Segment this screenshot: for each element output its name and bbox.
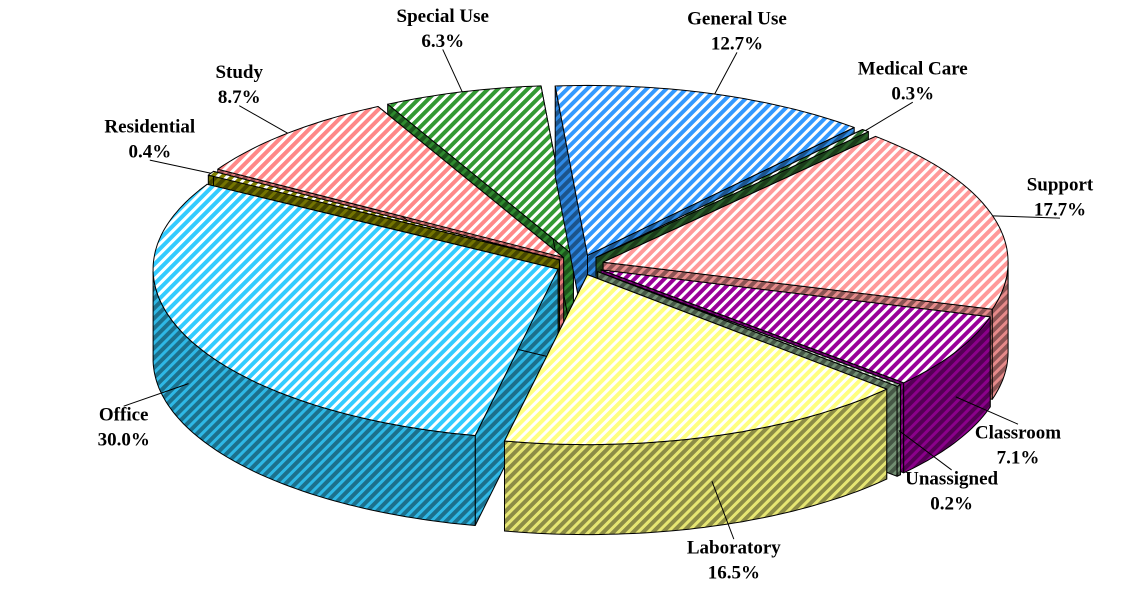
leader-line xyxy=(865,101,914,132)
slice-name: Support xyxy=(1027,174,1094,195)
slice-name: Special Use xyxy=(397,6,489,27)
slice xyxy=(602,135,1009,310)
slice xyxy=(595,129,869,258)
slice-value-label: 30.0% xyxy=(98,430,150,451)
leader-line xyxy=(898,430,952,471)
slice-side xyxy=(896,384,901,477)
slice-name: General Use xyxy=(687,9,787,30)
leader-line xyxy=(149,159,212,174)
slice-name: Laboratory xyxy=(687,537,781,558)
slice-name: Study xyxy=(215,62,263,83)
slice-name: Office xyxy=(99,405,149,426)
slice-name: Residential xyxy=(104,116,195,137)
leader-line xyxy=(238,105,288,134)
slice-value-label: 16.5% xyxy=(708,562,760,583)
slice xyxy=(600,269,991,384)
slice-name: Unassigned xyxy=(905,468,998,489)
slice xyxy=(152,183,559,436)
slice xyxy=(504,274,888,446)
slice-value-label: 0.2% xyxy=(930,493,973,514)
slice xyxy=(597,271,901,387)
slice-name: Classroom xyxy=(975,423,1061,444)
slice-value-label: 17.7% xyxy=(1034,199,1086,220)
leader-line xyxy=(992,215,1061,219)
slice-value-label: 12.7% xyxy=(711,34,763,55)
slice-name: Medical Care xyxy=(858,58,968,79)
slice-value-label: 6.3% xyxy=(421,31,464,52)
slice-value-label: 7.1% xyxy=(997,448,1040,469)
leader-line xyxy=(123,383,189,407)
leader-line xyxy=(714,52,738,95)
leader-line xyxy=(711,481,735,540)
slice-value-label: 0.4% xyxy=(128,141,171,162)
slice-value-label: 0.3% xyxy=(891,83,934,104)
leader-line xyxy=(955,396,1019,425)
slice-value-label: 8.7% xyxy=(218,87,261,108)
leader-line xyxy=(442,49,463,93)
